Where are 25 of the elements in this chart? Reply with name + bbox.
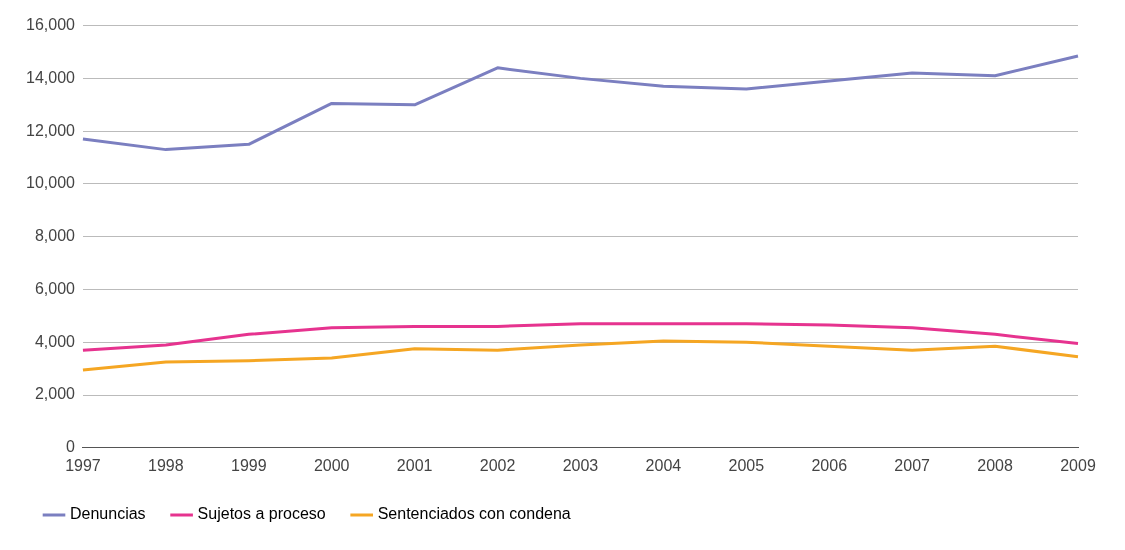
y-tick-label: 14,000: [26, 68, 76, 86]
x-tick-label: 2002: [479, 456, 516, 474]
x-tick-label: 2005: [728, 456, 765, 474]
y-tick-label: 12,000: [26, 121, 76, 139]
x-tick-label: 2000: [313, 456, 350, 474]
x-tick-label: 2009: [1060, 456, 1096, 474]
x-tick-label: 2004: [645, 456, 682, 474]
y-tick-label: 0: [66, 438, 76, 456]
y-tick-label: 2,000: [34, 385, 76, 403]
legend-label: Denuncias: [70, 505, 146, 523]
legend-label: Sujetos a proceso: [197, 505, 326, 523]
x-tick-label: 2001: [396, 456, 433, 474]
y-tick-label: 10,000: [26, 174, 76, 192]
x-tick-label: 1997: [65, 456, 101, 474]
y-tick-label: 6,000: [34, 279, 76, 297]
y-tick-label: 4,000: [34, 332, 76, 350]
x-tick-label: 2003: [562, 456, 599, 474]
legend-label: Sentenciados con condena: [377, 505, 571, 523]
x-tick-label: 2008: [977, 456, 1013, 474]
x-tick-label: 1998: [148, 456, 184, 474]
x-tick-label: 2007: [894, 456, 931, 474]
x-tick-label: 1999: [230, 456, 267, 474]
y-tick-label: 16,000: [26, 16, 76, 34]
x-tick-label: 2006: [811, 456, 848, 474]
y-tick-label: 8,000: [34, 227, 76, 245]
